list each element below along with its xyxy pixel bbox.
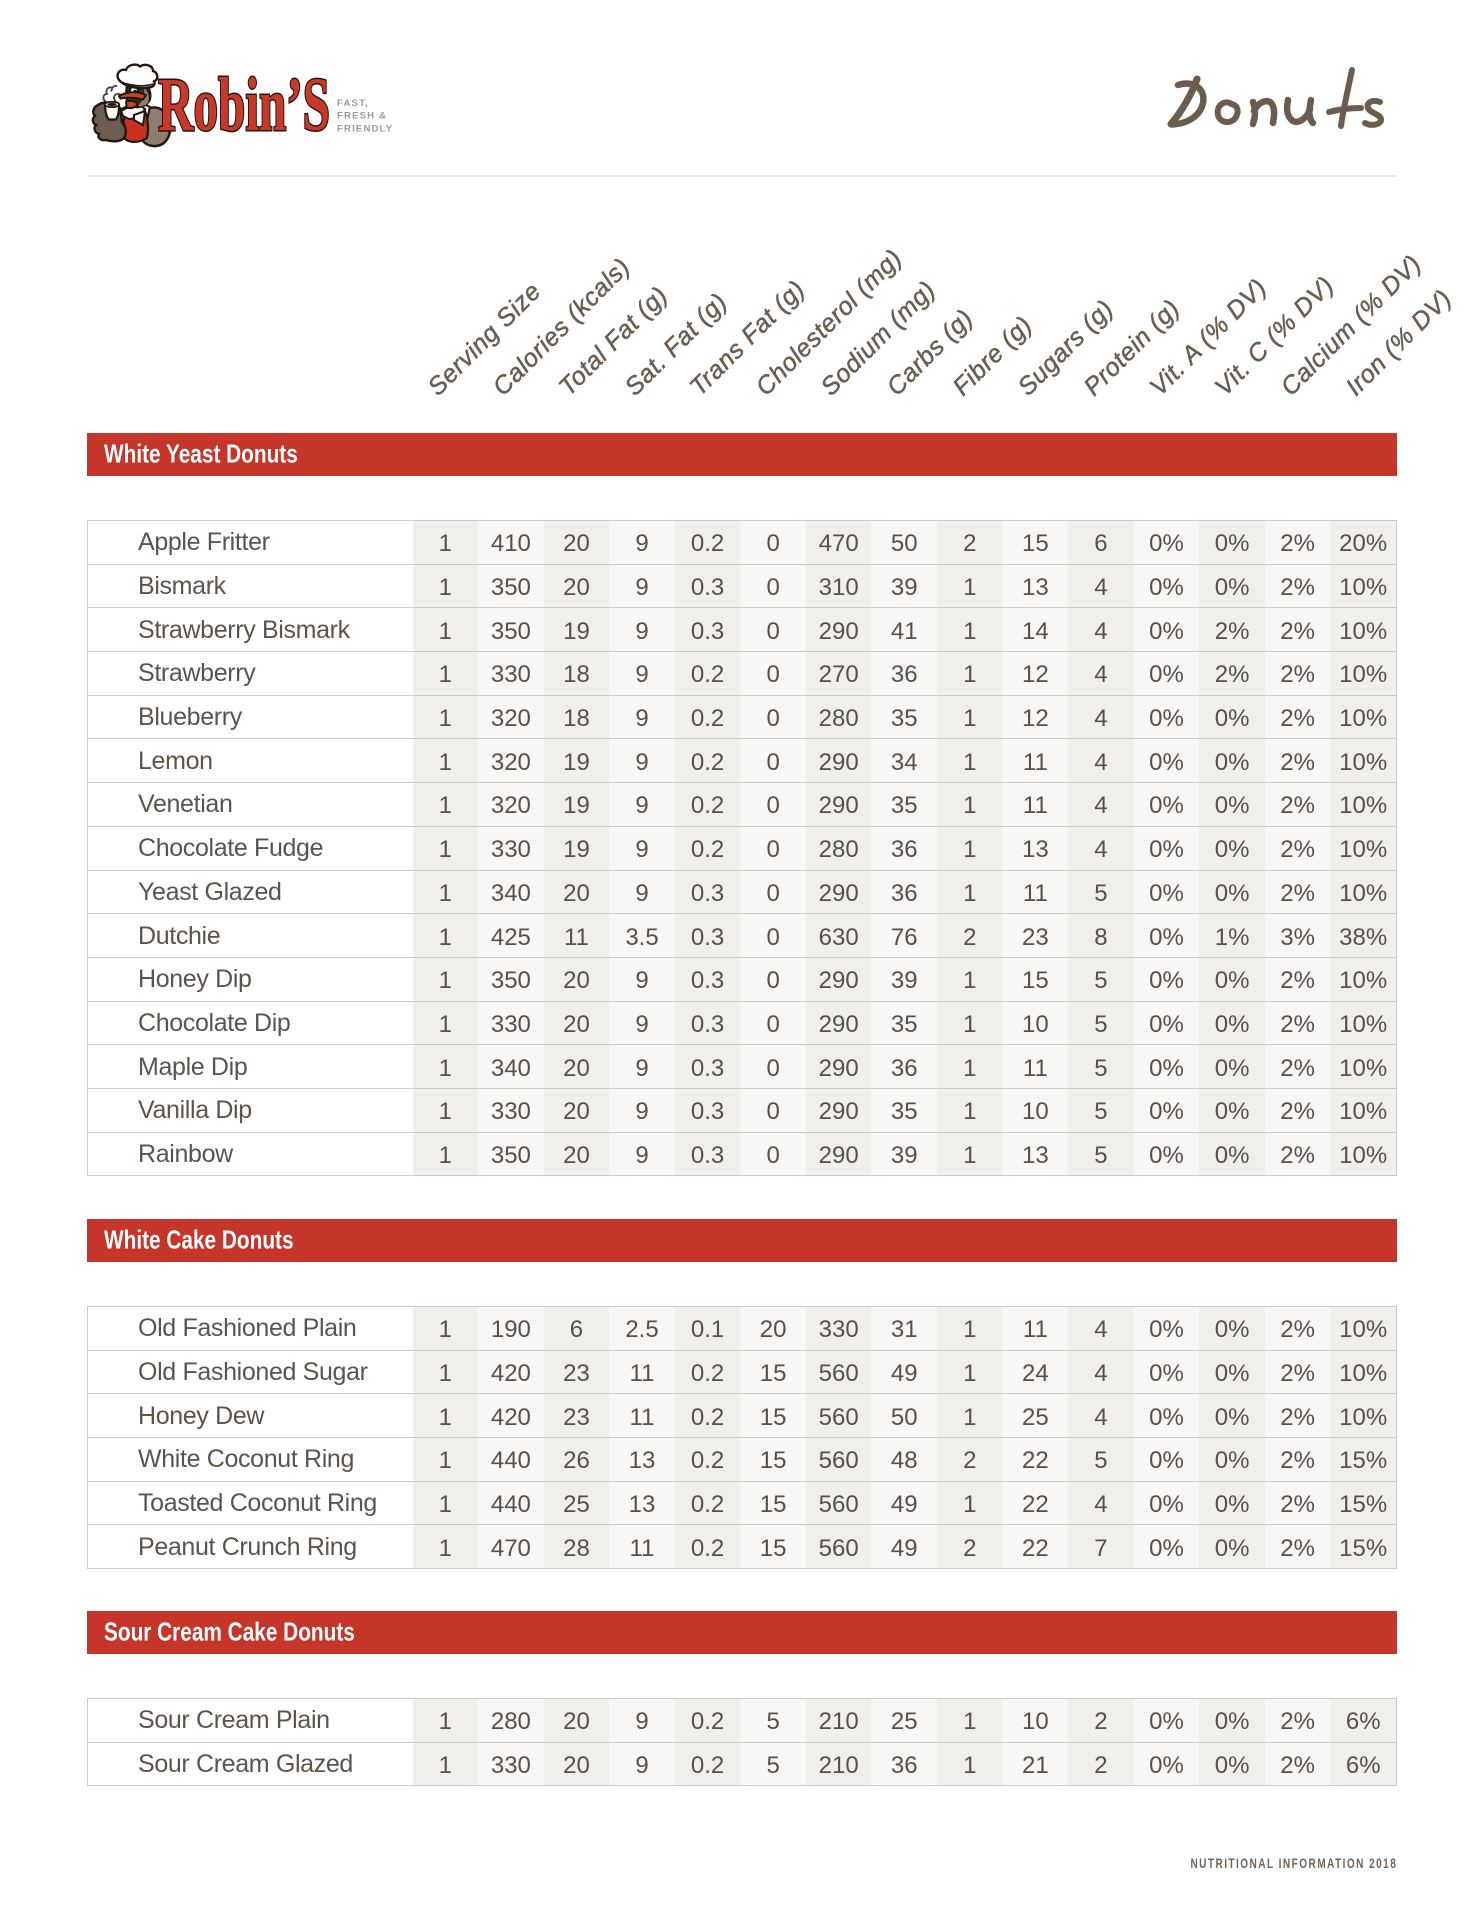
svg-text:FAST,: FAST, (337, 98, 369, 109)
svg-text:FRIENDLY: FRIENDLY (337, 123, 393, 134)
svg-text:FRESH &: FRESH & (337, 111, 387, 122)
svg-text:Robin’S: Robin’S (158, 63, 330, 147)
